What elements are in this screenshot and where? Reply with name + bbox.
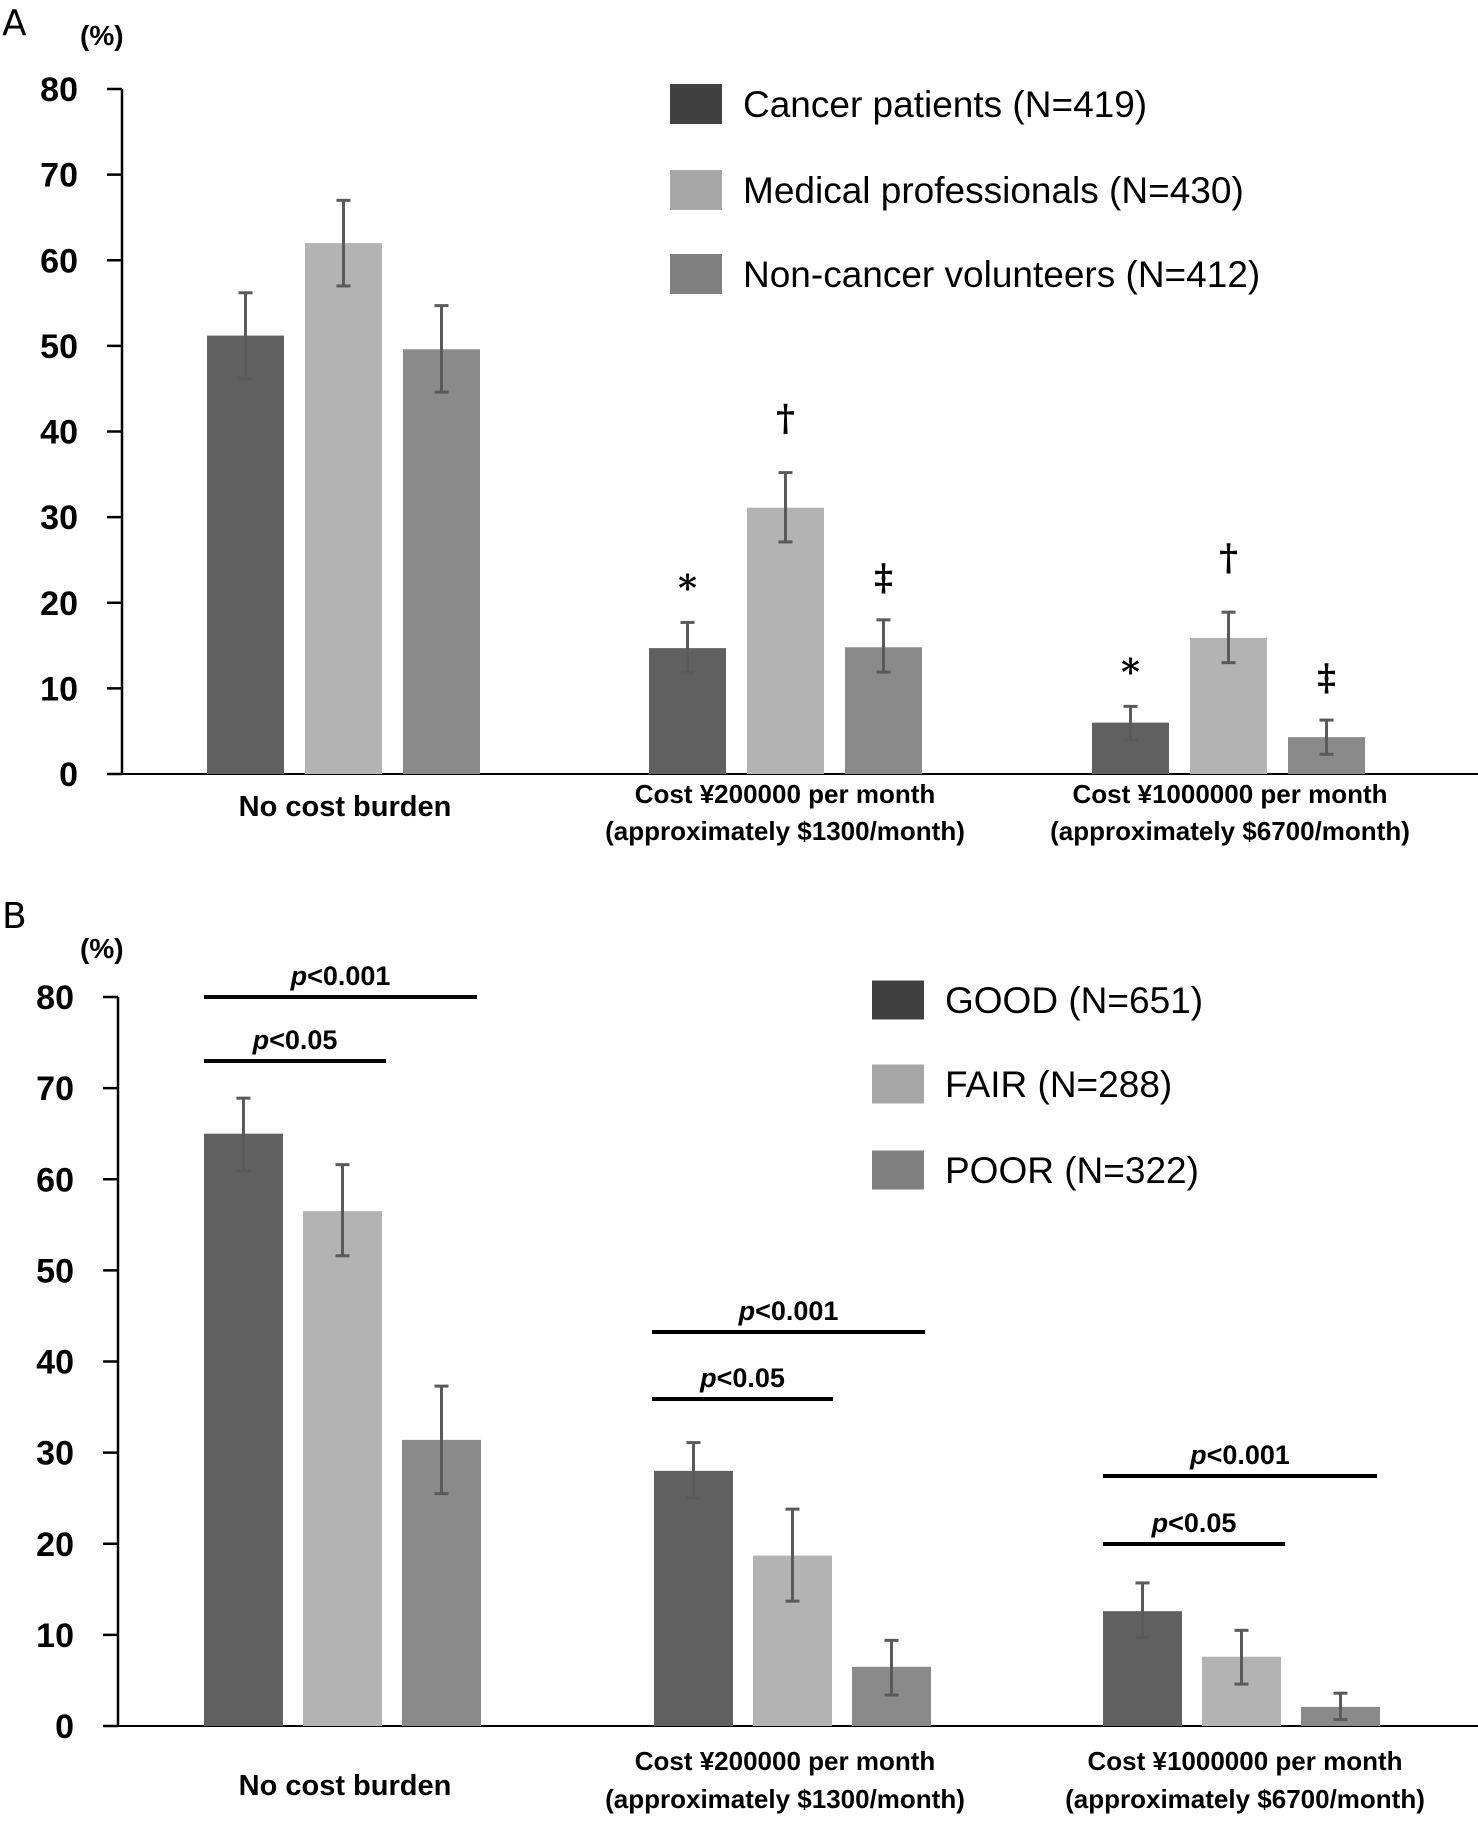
- x-category-label: (approximately $1300/month): [605, 816, 965, 846]
- x-category-label: Cost ¥200000 per month: [635, 1746, 936, 1776]
- x-category-label: No cost burden: [239, 1770, 452, 1802]
- p-value: <0.05: [1168, 1508, 1236, 1538]
- p-value: <0.001: [755, 1296, 838, 1326]
- panel-a-letter: A: [2, 3, 27, 44]
- legend-label: Medical professionals (N=430): [743, 170, 1244, 211]
- y-tick-label: 20: [36, 1526, 74, 1564]
- legend-label: FAIR (N=288): [945, 1064, 1172, 1105]
- y-tick-label: 80: [36, 979, 74, 1017]
- x-category-label: (approximately $1300/month): [605, 1784, 965, 1814]
- y-tick-label: 30: [40, 499, 78, 537]
- y-tick-label: 50: [40, 328, 78, 366]
- bar-1-group-2: [654, 1470, 733, 1726]
- panel-b-chart: (%) 0 10 20 30 40 50 60 70 80 No cost burden Cost ¥…: [36, 933, 1478, 1814]
- y-tick-label: 70: [36, 1070, 74, 1108]
- legend-swatch: [872, 980, 924, 1020]
- significance-label: p<0.05: [1151, 1508, 1237, 1538]
- legend-swatch: [670, 84, 722, 124]
- legend-swatch: [670, 254, 722, 294]
- y-tick-label: 50: [36, 1252, 74, 1290]
- bar-2-group-2: [747, 507, 824, 774]
- y-tick-label: 0: [59, 756, 78, 794]
- legend-swatch: [670, 170, 722, 210]
- significance-marker: ‡: [874, 557, 893, 599]
- p-value: <0.05: [269, 1025, 337, 1055]
- legend-label: GOOD (N=651): [945, 980, 1203, 1021]
- p-symbol: p: [699, 1363, 717, 1393]
- y-tick-label: 10: [36, 1617, 74, 1655]
- x-category-label: Cost ¥1000000 per month: [1072, 779, 1387, 809]
- significance-marker: †: [1219, 537, 1238, 579]
- significance-marker: †: [776, 398, 795, 440]
- y-tick-label: 0: [55, 1708, 74, 1746]
- x-category-label: (approximately $6700/month): [1050, 816, 1410, 846]
- y-tick-label: 40: [36, 1344, 74, 1382]
- legend-label: POOR (N=322): [945, 1150, 1199, 1191]
- legend-label: Cancer patients (N=419): [743, 84, 1147, 125]
- y-tick-label: 60: [40, 242, 78, 280]
- significance-label: p<0.001: [738, 1296, 839, 1326]
- p-value: <0.001: [307, 961, 390, 991]
- y-tick-label: 70: [40, 157, 78, 195]
- bar-2-group-1: [303, 1211, 382, 1726]
- p-value: <0.001: [1207, 1440, 1290, 1470]
- significance-label: p<0.05: [252, 1025, 338, 1055]
- legend-swatch: [872, 1150, 924, 1190]
- p-symbol: p: [290, 961, 308, 991]
- significance-marker: *: [678, 567, 697, 609]
- y-tick-label: 60: [36, 1161, 74, 1199]
- y-tick-label: 80: [40, 71, 78, 109]
- significance-marker: *: [1121, 651, 1140, 693]
- legend-label: Non-cancer volunteers (N=412): [743, 254, 1260, 295]
- panel-a-chart: (%) 0 10 20 30 40 50 60 70 80 * * † † ‡ ‡ No cost burden…: [40, 20, 1478, 846]
- p-symbol: p: [1151, 1508, 1169, 1538]
- legend-swatch: [872, 1064, 924, 1104]
- y-tick-label: 40: [40, 414, 78, 452]
- significance-marker: ‡: [1317, 657, 1336, 699]
- y-axis-unit-label: (%): [80, 933, 124, 964]
- panel-b-letter: B: [2, 896, 27, 937]
- y-tick-label: 20: [40, 585, 78, 623]
- bar-1-group-1: [207, 335, 284, 774]
- p-symbol: p: [1189, 1440, 1207, 1470]
- x-category-label: Cost ¥200000 per month: [635, 779, 936, 809]
- x-category-label: (approximately $6700/month): [1065, 1784, 1425, 1814]
- x-category-label: No cost burden: [239, 791, 452, 823]
- p-symbol: p: [252, 1025, 270, 1055]
- significance-label: p<0.001: [1189, 1440, 1290, 1470]
- y-tick-label: 30: [36, 1435, 74, 1473]
- bar-3-group-1: [403, 349, 480, 774]
- bar-1-group-1: [204, 1133, 283, 1726]
- significance-label: p<0.001: [290, 961, 391, 991]
- p-symbol: p: [738, 1296, 756, 1326]
- x-category-label: Cost ¥1000000 per month: [1087, 1746, 1402, 1776]
- bar-2-group-1: [305, 243, 382, 774]
- y-axis-unit-label: (%): [80, 20, 124, 51]
- y-tick-label: 10: [40, 670, 78, 708]
- p-value: <0.05: [717, 1363, 785, 1393]
- significance-label: p<0.05: [699, 1363, 785, 1393]
